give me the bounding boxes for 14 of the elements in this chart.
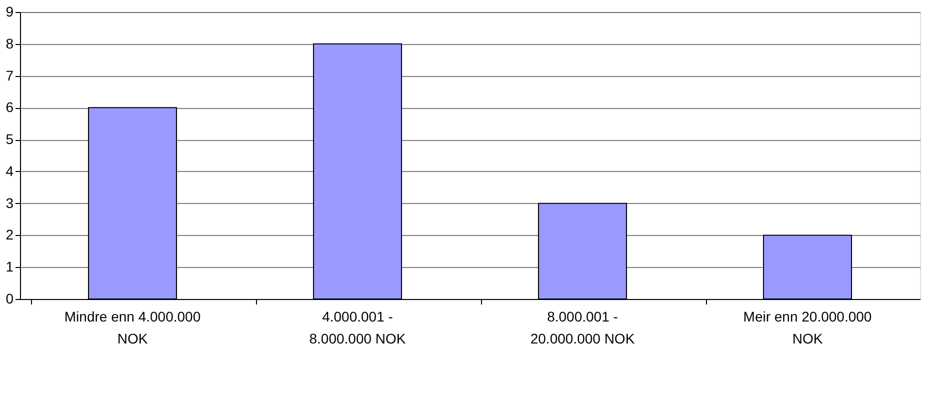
y-tick-label: 2 bbox=[6, 226, 14, 243]
y-tick-label: 7 bbox=[6, 67, 14, 84]
y-tick-label: 3 bbox=[6, 194, 14, 211]
y-tick-label: 0 bbox=[6, 290, 14, 306]
y-tick-label: 6 bbox=[6, 99, 14, 116]
y-tick-label: 5 bbox=[6, 131, 14, 148]
y-tick-label: 4 bbox=[6, 162, 14, 179]
x-tick-label: 4.000.001 - 8.000.000 NOK bbox=[309, 308, 406, 346]
y-tick-label: 9 bbox=[6, 4, 14, 20]
x-tick-label: Meir enn 20.000.000 NOK bbox=[743, 308, 872, 346]
x-tick-label: Mindre enn 4.000.000 NOK bbox=[64, 308, 201, 346]
y-tick-label: 8 bbox=[6, 35, 14, 52]
x-tick-label: 8.000.001 - 20.000.000 NOK bbox=[530, 308, 636, 346]
y-tick-label: 1 bbox=[6, 258, 14, 275]
